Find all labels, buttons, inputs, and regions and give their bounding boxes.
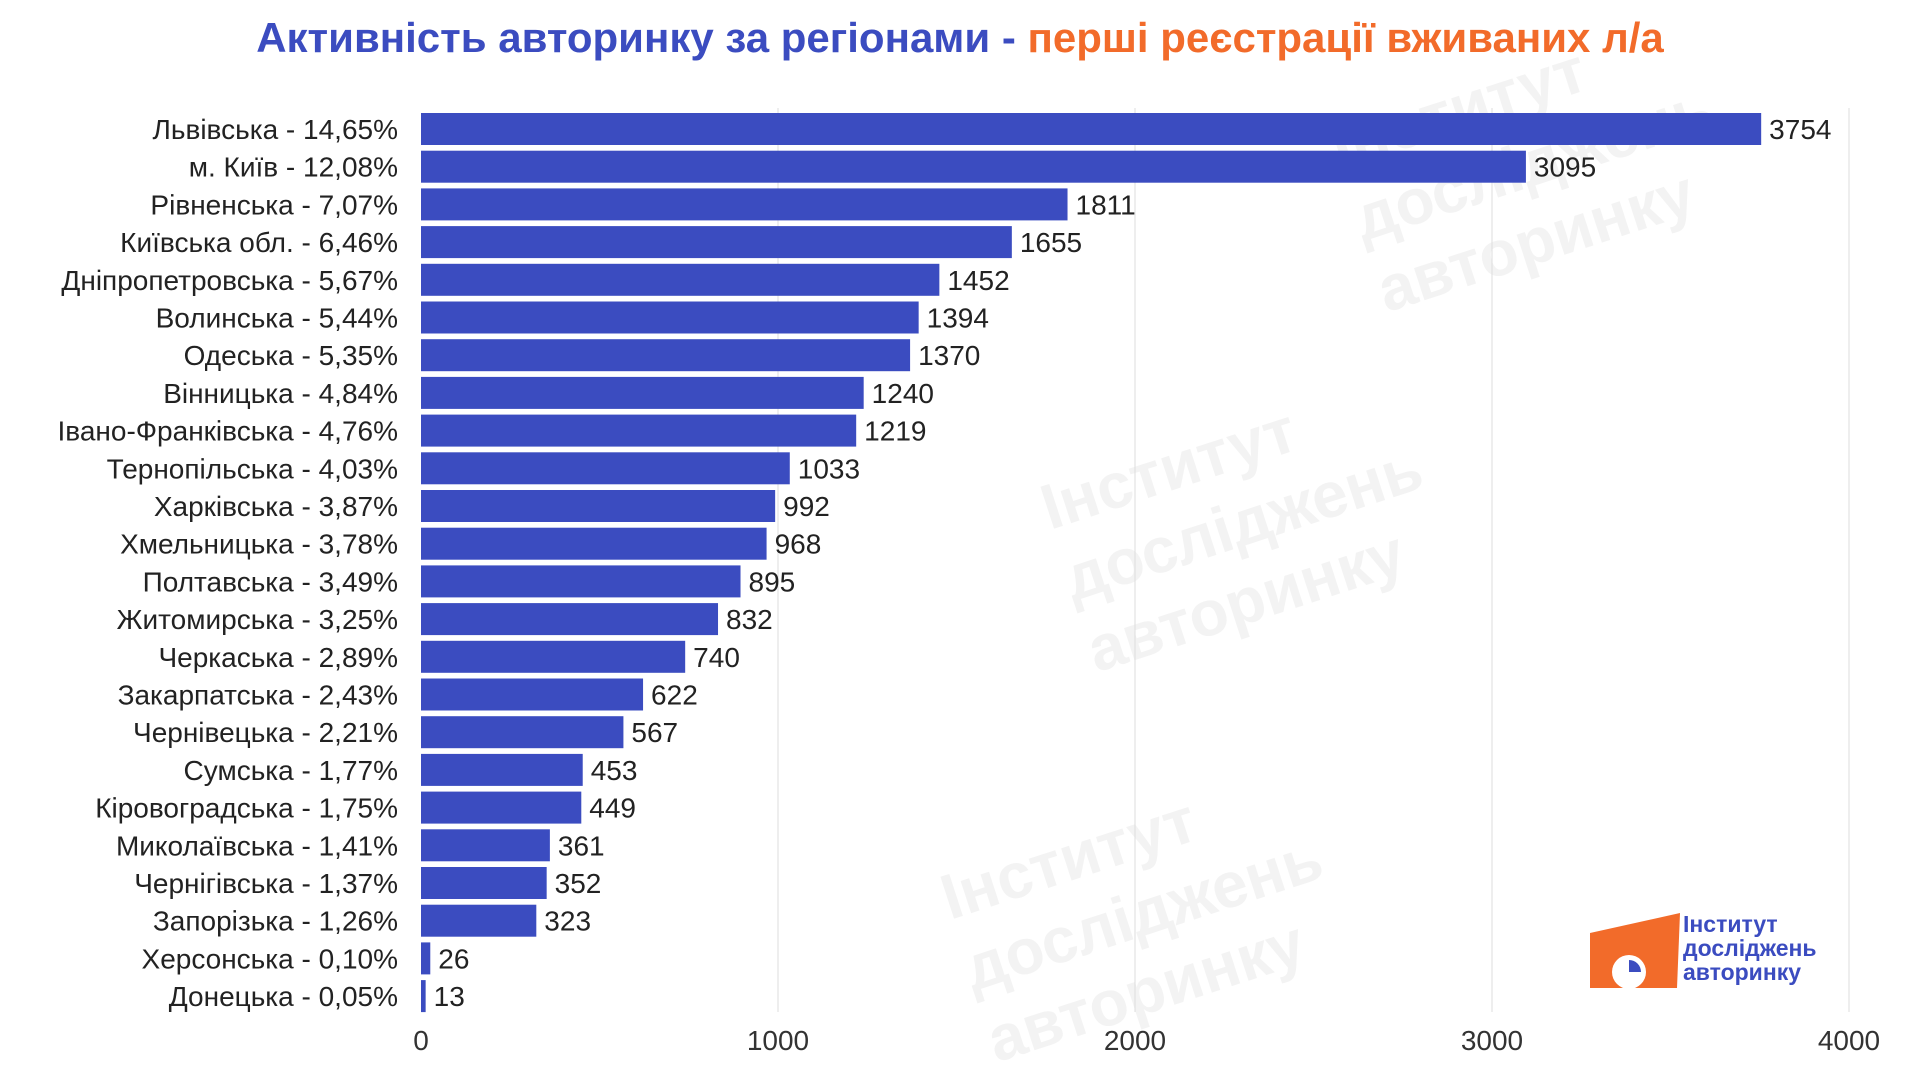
bar [421,791,582,824]
bar [421,603,719,636]
bar [421,980,426,1013]
logo-clock-hand-icon [1629,960,1641,972]
bar [421,490,776,522]
value-label: 1240 [872,378,934,409]
category-label: Черкаська - 2,89% [158,642,398,673]
category-label: Хмельницька - 3,78% [120,529,398,560]
category-label: Житомирська - 3,25% [117,604,398,635]
category-label: Вінницька - 4,84% [163,378,398,409]
value-label: 361 [558,830,605,861]
category-label: Тернопільська - 4,03% [107,453,398,484]
x-tick-label: 3000 [1461,1025,1523,1056]
bar [421,640,686,673]
logo-text: Інститут досліджень авторинку [1683,912,1817,984]
value-label: 453 [591,755,638,786]
value-label: 1811 [1076,189,1136,220]
bar [421,527,767,560]
bar [421,565,741,598]
bar [421,867,547,899]
value-label: 1370 [918,340,980,371]
logo-line-1: Інститут [1683,911,1778,937]
bar [421,226,1012,259]
value-label: 622 [651,680,698,711]
bar [421,829,550,862]
category-label: Харківська - 3,87% [154,491,398,522]
category-label: Запорізька - 1,26% [153,906,398,937]
bar [421,113,1762,145]
bar [421,301,919,334]
value-label: 1394 [927,303,989,334]
category-label: Івано-Франківська - 4,76% [58,416,399,447]
x-tick-label: 1000 [747,1025,809,1056]
value-label: 352 [555,868,602,899]
category-label: Дніпропетровська - 5,67% [61,265,398,296]
category-label: Херсонська - 0,10% [142,943,398,974]
category-label: Чернівецька - 2,21% [133,717,398,748]
value-label: 3754 [1769,114,1831,145]
bar [421,753,583,786]
value-label: 323 [544,906,591,937]
category-label: Кіровоградська - 1,75% [95,793,398,824]
chart-title: Активність авторинку за регіонами - перш… [0,14,1920,62]
x-tick-label: 0 [413,1025,429,1056]
value-label: 3095 [1534,152,1596,183]
value-label: 1033 [798,453,860,484]
value-label: 992 [783,491,830,522]
value-label: 567 [631,717,678,748]
value-label: 26 [438,943,469,974]
logo-line-3: авторинку [1683,959,1802,985]
bar [421,452,790,485]
category-label: Київська обл. - 6,46% [120,227,398,258]
value-label: 13 [434,981,465,1012]
value-label: 895 [749,566,796,597]
category-label: м. Київ - 12,08% [189,152,398,183]
category-label: Закарпатська - 2,43% [118,680,398,711]
x-tick-label: 2000 [1104,1025,1166,1056]
category-label: Полтавська - 3,49% [143,566,398,597]
bar [421,716,624,749]
bar [421,904,537,937]
bar [421,150,1526,183]
category-label: Волинська - 5,44% [156,303,398,334]
bar [421,188,1068,221]
value-label: 1219 [864,416,926,447]
bar [421,339,911,372]
category-label: Донецька - 0,05% [169,981,398,1012]
value-label: 968 [775,529,822,560]
value-label: 1655 [1020,227,1082,258]
value-label: 449 [589,793,636,824]
bar [421,414,857,447]
value-label: 832 [726,604,773,635]
category-label: Одеська - 5,35% [184,340,398,371]
chart-title-main: Активність авторинку за регіонами - [256,14,1028,61]
institute-logo [1590,913,1680,989]
category-label: Сумська - 1,77% [184,755,398,786]
logo-line-2: досліджень [1683,935,1817,961]
chart-title-accent: перші реєстрації вживаних л/а [1027,14,1664,61]
bar [421,942,431,975]
value-label: 740 [693,642,740,673]
x-tick-label: 4000 [1818,1025,1880,1056]
category-label: Рівненська - 7,07% [150,189,398,220]
bar [421,678,644,711]
category-label: Львівська - 14,65% [153,114,399,145]
bar [421,263,940,296]
category-label: Миколаївська - 1,41% [116,830,398,861]
value-label: 1452 [947,265,1009,296]
category-label: Чернігівська - 1,37% [134,868,398,899]
bar [421,376,864,409]
